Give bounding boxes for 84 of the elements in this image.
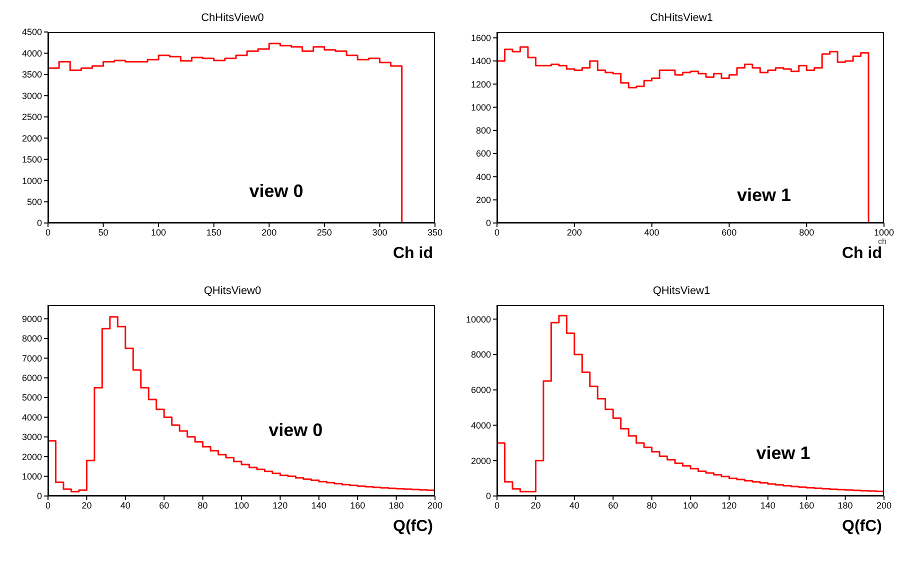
y-tick-label: 8000	[22, 334, 42, 344]
y-tick-label: 4000	[470, 420, 491, 430]
y-tick-label: 1200	[470, 79, 491, 90]
x-tick-label: 100	[151, 227, 166, 238]
x-tick-label: 1000	[874, 227, 894, 238]
x-tick-label: 160	[799, 500, 814, 510]
y-tick-label: 3000	[22, 432, 42, 442]
x-tick-label: 140	[311, 500, 326, 510]
y-tick-label: 6000	[22, 373, 42, 384]
y-tick-label: 5000	[22, 392, 42, 403]
x-axis-title: Ch id	[842, 245, 882, 263]
x-tick-label: 600	[722, 227, 737, 238]
y-tick-label: 2000	[470, 456, 491, 466]
x-tick-label: 140	[760, 500, 776, 510]
y-tick-label: 10000	[466, 314, 491, 324]
y-tick-label: 4500	[22, 27, 42, 38]
annotation: view 0	[268, 420, 323, 441]
annotation: view 1	[756, 442, 810, 464]
y-tick-label: 2000	[22, 452, 42, 462]
x-tick-label: 180	[838, 500, 853, 510]
x-tick-label: 200	[262, 227, 277, 238]
y-tick-label: 1600	[470, 32, 491, 43]
x-tick-label: 60	[159, 500, 170, 510]
y-tick-label: 4000	[22, 48, 42, 58]
x-tick-label: 40	[120, 500, 130, 510]
x-tick-label: 160	[350, 500, 366, 510]
annotation: view 0	[249, 180, 304, 202]
chart-title: QHitsView1	[652, 285, 712, 297]
x-tick-label: 0	[45, 500, 51, 510]
y-tick-label: 1500	[22, 154, 42, 165]
y-tick-label: 7000	[22, 353, 42, 364]
x-tick-label: 80	[198, 500, 208, 510]
x-tick-label: 350	[427, 227, 443, 238]
y-tick-label: 1000	[470, 102, 491, 112]
y-tick-label: 8000	[470, 350, 491, 360]
x-tick-label: 200	[566, 227, 582, 238]
y-tick-label: 9000	[22, 314, 42, 324]
y-tick-label: 6000	[470, 385, 491, 396]
y-tick-label: 3000	[22, 90, 42, 101]
x-tick-label: 150	[206, 227, 222, 238]
y-tick-label: 2500	[22, 112, 42, 122]
x-tick-label: 250	[316, 227, 332, 238]
chart-title: ChHitsView0	[200, 12, 265, 24]
x-tick-label: 20	[530, 500, 541, 510]
x-tick-label: 0	[494, 227, 500, 238]
x-tick-label: 0	[494, 500, 500, 510]
y-tick-label: 0	[486, 491, 491, 502]
y-tick-label: 1000	[22, 472, 42, 482]
y-tick-label: 600	[476, 148, 491, 159]
y-tick-label: 3500	[22, 70, 42, 80]
x-tick-label: 100	[682, 500, 698, 510]
x-tick-label: 50	[98, 227, 108, 238]
y-tick-label: 400	[476, 172, 491, 182]
x-tick-label: 120	[272, 500, 288, 510]
x-tick-label: 180	[388, 500, 404, 510]
y-tick-label: 1400	[470, 56, 491, 66]
text: ch	[878, 237, 886, 246]
annotation: view 1	[736, 184, 791, 206]
x-axis-title: Ch id	[393, 245, 433, 263]
y-tick-label: 0	[36, 491, 42, 502]
y-tick-label: 2000	[22, 133, 42, 144]
x-tick-label: 400	[644, 227, 660, 238]
x-tick-label: 80	[646, 500, 657, 510]
y-tick-label: 1000	[22, 176, 42, 186]
x-tick-label: 20	[82, 500, 92, 510]
y-tick-label: 0	[486, 218, 491, 228]
x-tick-label: 40	[569, 500, 580, 510]
y-tick-label: 0	[36, 218, 42, 228]
y-tick-label: 500	[26, 196, 42, 207]
chart-title: QHitsView0	[202, 285, 262, 297]
x-tick-label: 200	[427, 500, 443, 510]
x-tick-label: 800	[799, 227, 814, 238]
x-tick-label: 120	[722, 500, 737, 510]
x-tick-label: 60	[608, 500, 618, 510]
x-axis-title: Q(fC)	[393, 518, 433, 536]
y-tick-label: 4000	[22, 412, 42, 422]
y-tick-label: 800	[476, 126, 491, 136]
chart-title: ChHitsView1	[649, 12, 714, 24]
x-tick-label: 300	[372, 227, 388, 238]
x-tick-label: 200	[876, 500, 892, 510]
x-tick-label: 100	[234, 500, 250, 510]
y-tick-label: 200	[476, 195, 491, 206]
x-tick-label: 0	[45, 227, 51, 238]
x-axis-title: Q(fC)	[842, 518, 882, 536]
